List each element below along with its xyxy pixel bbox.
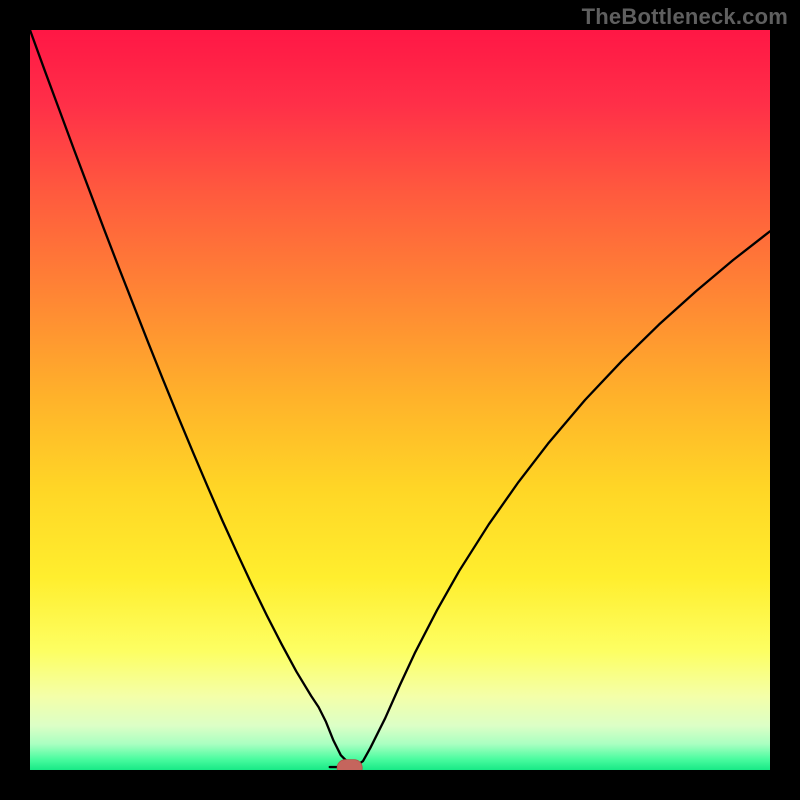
watermark-text: TheBottleneck.com	[582, 4, 788, 30]
bottleneck-curve-chart	[30, 30, 770, 770]
chart-stage: TheBottleneck.com	[0, 0, 800, 800]
sweet-spot-marker	[337, 760, 362, 770]
chart-background	[30, 30, 770, 770]
plot-area	[30, 30, 770, 770]
